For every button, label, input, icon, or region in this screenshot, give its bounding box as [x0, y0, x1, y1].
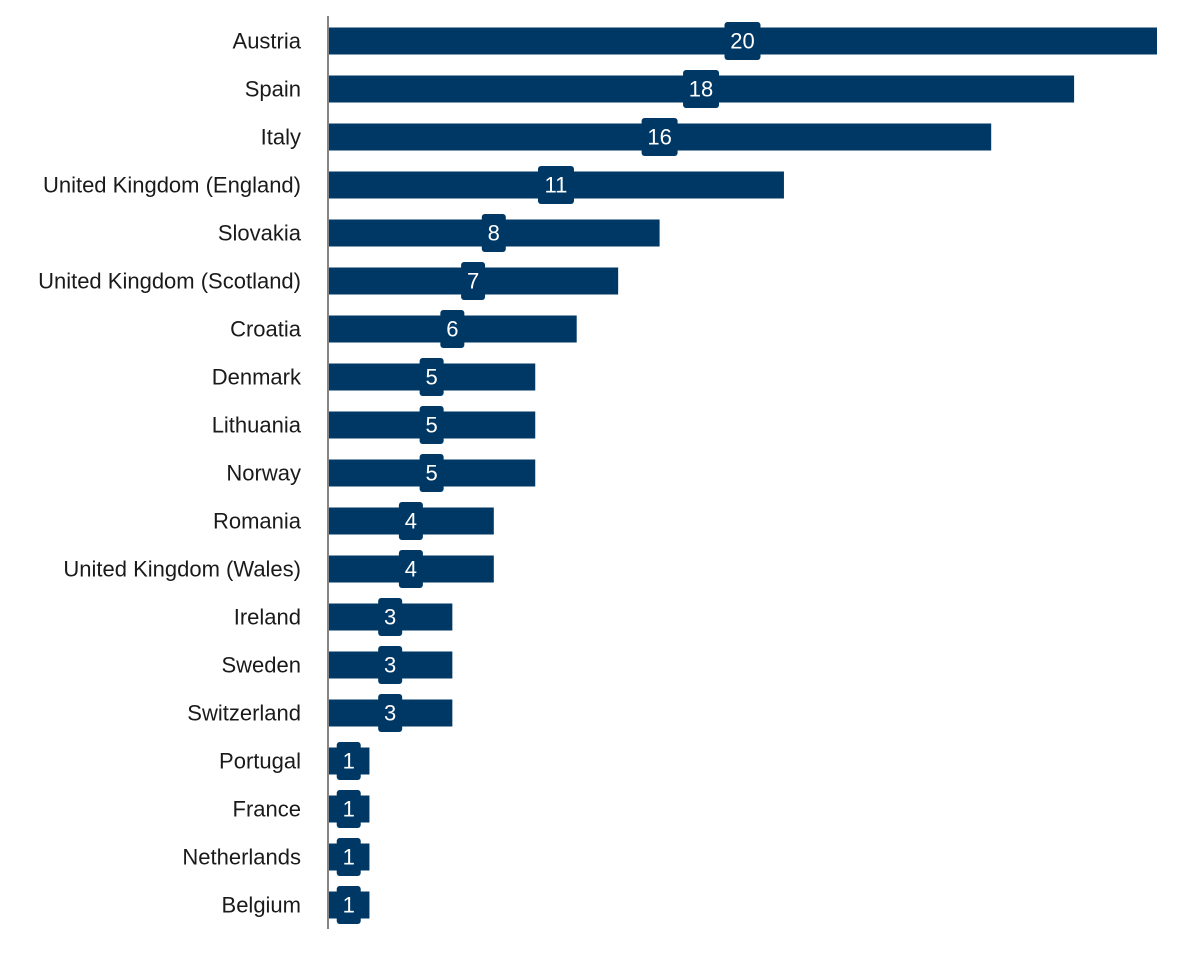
data-label-lithuania: 5	[426, 413, 438, 438]
category-label-netherlands: Netherlands	[182, 845, 301, 870]
data-label-belgium: 1	[343, 893, 355, 918]
category-label-united-kingdom-wales: United Kingdom (Wales)	[63, 557, 301, 582]
category-label-portugal: Portugal	[219, 749, 301, 774]
data-label-box-austria	[724, 22, 761, 60]
data-label-netherlands: 1	[343, 845, 355, 870]
data-label-box-portugal	[336, 742, 361, 780]
data-label-switzerland: 3	[384, 701, 396, 726]
category-label-france: France	[233, 797, 301, 822]
category-label-italy: Italy	[261, 125, 301, 150]
data-label-box-norway	[419, 454, 444, 492]
data-label-united-kingdom-wales: 4	[405, 557, 417, 582]
data-label-box-netherlands	[336, 838, 361, 876]
category-label-lithuania: Lithuania	[212, 413, 302, 438]
category-label-ireland: Ireland	[234, 605, 301, 630]
data-label-ireland: 3	[384, 605, 396, 630]
data-label-box-lithuania	[419, 406, 444, 444]
category-label-austria: Austria	[233, 29, 302, 54]
category-labels: Austria Spain Italy United Kingdom (England…	[38, 29, 302, 918]
category-label-spain: Spain	[245, 77, 301, 102]
data-label-romania: 4	[405, 509, 417, 534]
data-label-box-belgium	[336, 886, 361, 924]
data-label-box-slovakia	[481, 214, 506, 252]
data-label-austria: 20	[730, 29, 754, 54]
category-label-united-kingdom-england: United Kingdom (England)	[43, 173, 301, 198]
data-label-italy: 16	[647, 125, 671, 150]
data-label-box-sweden	[378, 646, 403, 684]
category-label-slovakia: Slovakia	[218, 221, 302, 246]
data-label-box-ireland	[378, 598, 403, 636]
bars	[329, 27, 1157, 919]
category-label-switzerland: Switzerland	[187, 701, 301, 726]
data-label-box-denmark	[419, 358, 444, 396]
data-label-box-united-kingdom-scotland	[461, 262, 486, 300]
category-label-belgium: Belgium	[222, 893, 301, 918]
data-label-box-united-kingdom-england	[537, 166, 574, 204]
data-label-box-switzerland	[378, 694, 403, 732]
data-label-box-france	[336, 790, 361, 828]
data-label-portugal: 1	[343, 749, 355, 774]
data-label-united-kingdom-england: 11	[545, 173, 568, 198]
data-label-sweden: 3	[384, 653, 396, 678]
category-label-denmark: Denmark	[212, 365, 302, 390]
data-label-box-spain	[683, 70, 720, 108]
data-label-box-italy	[641, 118, 678, 156]
data-label-france: 1	[343, 797, 355, 822]
data-label-norway: 5	[426, 461, 438, 486]
data-label-slovakia: 8	[488, 221, 500, 246]
data-label-box-united-kingdom-wales	[398, 550, 423, 588]
category-label-sweden: Sweden	[221, 653, 301, 678]
data-label-denmark: 5	[426, 365, 438, 390]
data-label-united-kingdom-scotland: 7	[467, 269, 479, 294]
data-label-spain: 18	[689, 77, 713, 102]
category-label-norway: Norway	[226, 461, 301, 486]
category-label-romania: Romania	[213, 509, 302, 534]
data-label-box-romania	[398, 502, 423, 540]
category-label-united-kingdom-scotland: United Kingdom (Scotland)	[38, 269, 301, 294]
data-label-box-croatia	[440, 310, 465, 348]
data-label-croatia: 6	[446, 317, 458, 342]
category-label-croatia: Croatia	[230, 317, 302, 342]
